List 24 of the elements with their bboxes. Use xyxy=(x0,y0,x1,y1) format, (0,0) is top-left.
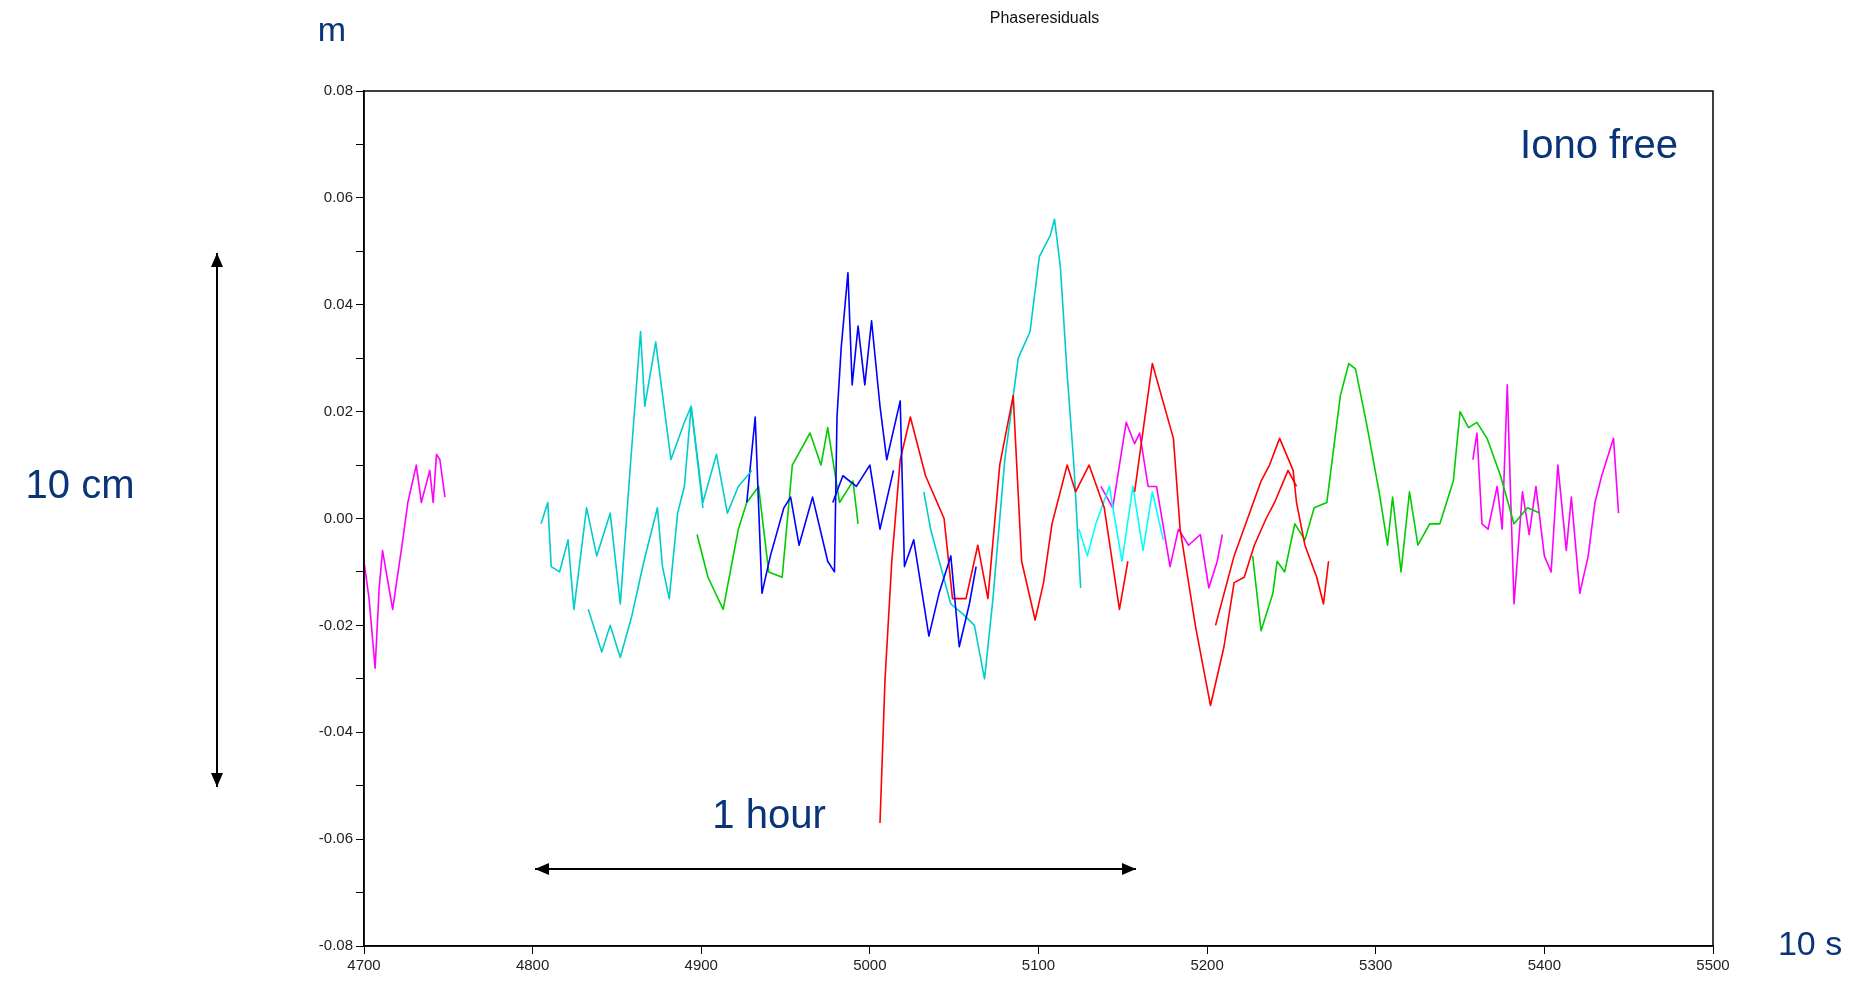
chart-title: Phaseresiduals xyxy=(989,9,1100,27)
annotation: Iono free xyxy=(1520,122,1678,167)
y-axis-title: m xyxy=(317,10,347,49)
y-tick-label: -0.08 xyxy=(318,936,353,954)
y-tick-label: -0.02 xyxy=(318,615,353,633)
x-tick-label: 5000 xyxy=(853,956,887,974)
y-tick-label: 0.06 xyxy=(323,188,353,206)
x-tick-label: 5400 xyxy=(1527,956,1562,974)
x-tick-label: 4700 xyxy=(347,956,381,974)
y-tick-label: -0.04 xyxy=(318,722,353,740)
x-tick-label: 4900 xyxy=(684,956,718,974)
x-tick-label: 5500 xyxy=(1696,956,1730,974)
annotation: 1 hour xyxy=(712,792,826,837)
x-tick-label: 5300 xyxy=(1359,956,1393,974)
y-tick-label: -0.06 xyxy=(318,829,353,847)
x-tick-label: 5200 xyxy=(1190,956,1224,974)
y-tick-label: 0.00 xyxy=(323,508,353,526)
text: 10 cm xyxy=(25,462,135,507)
x-tick-label: 5100 xyxy=(1021,956,1056,974)
y-tick-label: 0.02 xyxy=(323,401,353,419)
y-tick-label: 0.08 xyxy=(323,81,353,99)
x-tick-label: 4800 xyxy=(515,956,550,974)
y-tick-label: 0.04 xyxy=(323,294,353,312)
x-axis-title: 10 s xyxy=(1777,924,1843,963)
